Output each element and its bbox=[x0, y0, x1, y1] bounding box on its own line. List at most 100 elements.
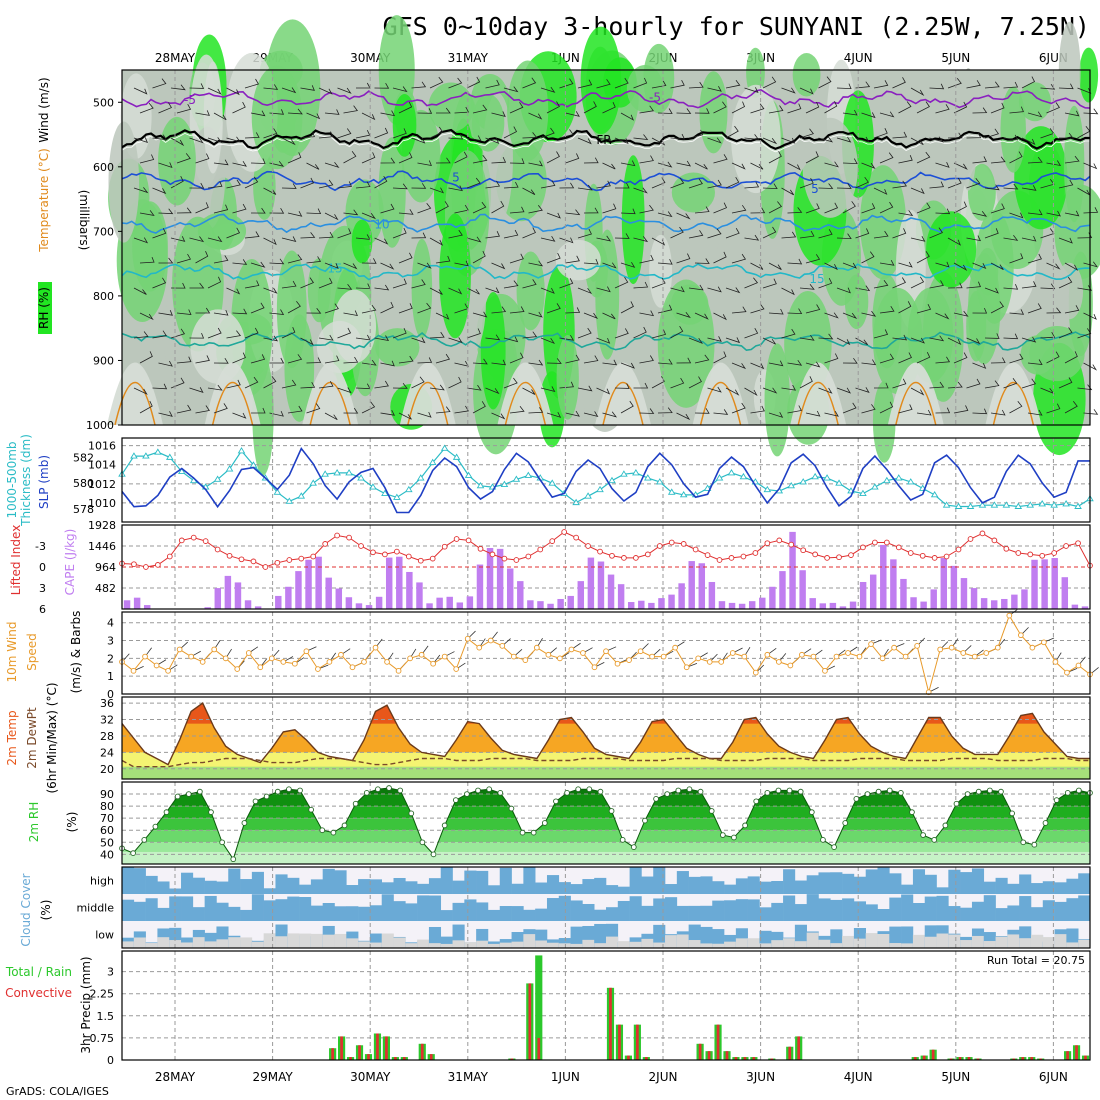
rh-point bbox=[987, 787, 993, 794]
wind-barb bbox=[935, 312, 950, 320]
cloud-low-bar bbox=[806, 932, 819, 948]
wind-barb bbox=[176, 253, 192, 264]
cloud-bar bbox=[842, 898, 855, 921]
temp-tick-label: 20 bbox=[100, 763, 114, 776]
wind-barb bbox=[213, 255, 229, 264]
rh2m-panel bbox=[121, 781, 1091, 865]
wind-barb bbox=[935, 208, 951, 215]
wind-barb bbox=[324, 212, 339, 221]
wind-barb bbox=[898, 352, 912, 364]
wind-barb bbox=[935, 261, 950, 268]
wind-barb bbox=[232, 101, 246, 114]
wind-barb bbox=[380, 410, 396, 416]
wind-barb bbox=[337, 327, 352, 339]
cloud-low-bar bbox=[735, 938, 748, 948]
wind-barb bbox=[392, 278, 407, 289]
wind-barb bbox=[176, 404, 192, 414]
cloud-bar bbox=[204, 895, 217, 921]
cloud-low-bar bbox=[122, 941, 135, 948]
rh-band bbox=[122, 788, 1090, 795]
wind-barb bbox=[694, 108, 710, 114]
wind-speed-point bbox=[603, 648, 609, 655]
wind-barb bbox=[213, 403, 228, 414]
wind-barb bbox=[990, 262, 1004, 270]
thickness-point bbox=[727, 469, 736, 476]
cloud-bar bbox=[948, 906, 961, 921]
precip-convective-bar bbox=[716, 1024, 720, 1060]
rh-point bbox=[274, 788, 281, 795]
wind-barb bbox=[762, 137, 778, 145]
wind-barb bbox=[596, 337, 611, 344]
wind-barb bbox=[546, 303, 561, 314]
wind-barb bbox=[750, 162, 764, 170]
wind-barb bbox=[559, 381, 574, 389]
cloud-bar bbox=[299, 896, 312, 921]
rh-point bbox=[942, 822, 949, 829]
cloud-bar bbox=[971, 868, 985, 894]
cloud-bar bbox=[133, 901, 146, 921]
cloud-bar bbox=[346, 906, 359, 921]
cloud-bar bbox=[216, 902, 229, 921]
wind-barb bbox=[189, 137, 204, 144]
lifted-point bbox=[740, 553, 747, 560]
wind-barb bbox=[916, 352, 931, 364]
wind-speed-point bbox=[222, 655, 229, 662]
cloud-bar bbox=[901, 926, 914, 948]
cloud-bar bbox=[1054, 901, 1067, 921]
pressure-axis-label: (millibars) bbox=[77, 190, 91, 251]
cloud-bar bbox=[960, 907, 973, 921]
cape-bar bbox=[244, 600, 252, 609]
thickness-tick-label: 582 bbox=[73, 451, 94, 464]
cloud-bar bbox=[476, 870, 489, 894]
wind-barb bbox=[324, 303, 339, 314]
wind-barb bbox=[540, 386, 556, 393]
cloud-bar bbox=[546, 898, 560, 921]
wind-barb bbox=[879, 111, 895, 118]
wind-barb bbox=[953, 162, 968, 170]
wind-barb bbox=[195, 307, 211, 314]
lifted-point bbox=[489, 551, 496, 558]
rh-cell bbox=[158, 116, 196, 206]
cloud-bar bbox=[712, 900, 725, 921]
wind-barb bbox=[947, 381, 963, 389]
cloud-low-bar bbox=[747, 938, 760, 948]
wind-barb bbox=[176, 309, 192, 315]
rh-tick-label: 60 bbox=[100, 824, 114, 837]
cloud-bar bbox=[594, 877, 607, 894]
wind-barb bbox=[232, 160, 247, 167]
wind-barb bbox=[1021, 76, 1036, 89]
wind-barb bbox=[244, 327, 259, 339]
cape-bar bbox=[577, 581, 585, 609]
wind-barb bbox=[244, 176, 259, 189]
wind-barb bbox=[953, 352, 968, 364]
rh-point bbox=[297, 787, 303, 794]
cloud-bar bbox=[700, 876, 713, 894]
wind-barb bbox=[448, 77, 463, 89]
wind-barb bbox=[269, 309, 285, 315]
cloud-low-bar bbox=[369, 942, 383, 948]
rh-point bbox=[875, 788, 882, 795]
rh-cell bbox=[480, 291, 506, 410]
wind-speed-point bbox=[591, 664, 598, 671]
cloud-bar bbox=[665, 897, 678, 921]
wind-barb bbox=[953, 262, 968, 271]
wind-barb bbox=[269, 160, 285, 167]
cloud-level-label: middle bbox=[76, 902, 114, 915]
wind-barb bbox=[929, 381, 945, 389]
wind-barb bbox=[1021, 235, 1037, 242]
cloud-bar bbox=[594, 909, 607, 921]
wind-barb bbox=[972, 307, 988, 314]
lifted-point bbox=[860, 544, 866, 551]
rh-point bbox=[1009, 810, 1015, 817]
wind-barb bbox=[429, 76, 444, 89]
cape-bar bbox=[547, 603, 554, 609]
cape-bar bbox=[567, 595, 574, 609]
cloud-low-bar bbox=[1030, 934, 1044, 948]
cape-tick-label: 482 bbox=[95, 582, 116, 595]
boundary-layer-plume bbox=[204, 362, 261, 425]
upper-air-panel bbox=[121, 69, 1091, 426]
rh-point bbox=[831, 844, 837, 850]
precip-convective-bar bbox=[976, 1058, 980, 1060]
lifted-point bbox=[561, 529, 568, 535]
precip-total-bar bbox=[535, 955, 543, 1060]
